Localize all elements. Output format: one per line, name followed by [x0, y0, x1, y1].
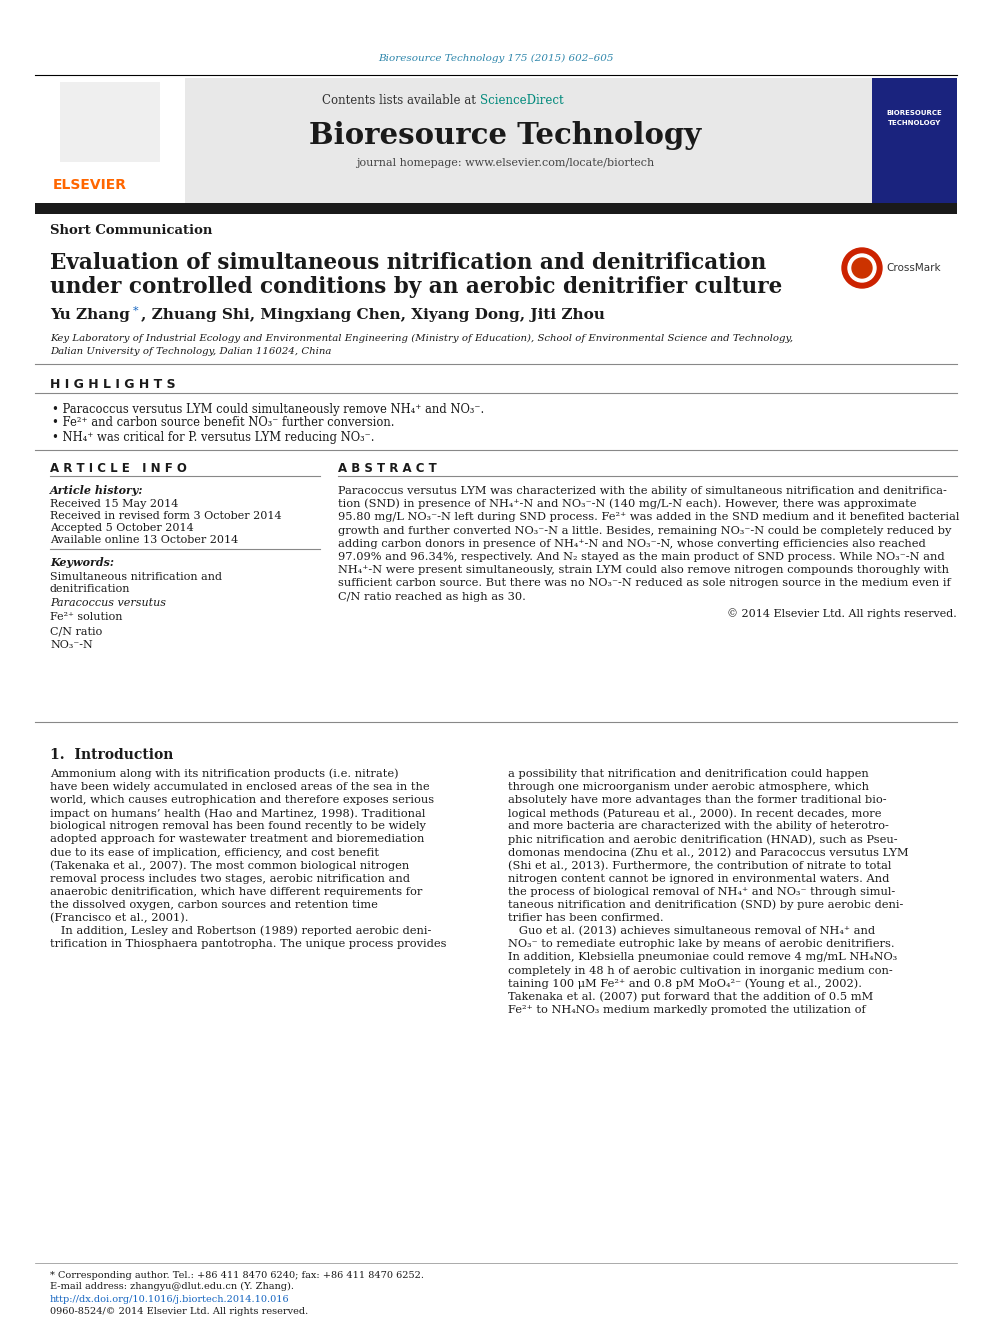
Text: adding carbon donors in presence of NH₄⁺-N and NO₃⁻-N, whose converting efficien: adding carbon donors in presence of NH₄⁺…	[338, 538, 926, 549]
Text: anaerobic denitrification, which have different requirements for: anaerobic denitrification, which have di…	[50, 886, 423, 897]
Text: Guo et al. (2013) achieves simultaneous removal of NH₄⁺ and: Guo et al. (2013) achieves simultaneous …	[508, 926, 875, 937]
Text: Accepted 5 October 2014: Accepted 5 October 2014	[50, 523, 193, 533]
Text: NO₃⁻ to remediate eutrophic lake by means of aerobic denitrifiers.: NO₃⁻ to remediate eutrophic lake by mean…	[508, 939, 895, 950]
Text: Bioresource Technology 175 (2015) 602–605: Bioresource Technology 175 (2015) 602–60…	[378, 53, 614, 62]
Bar	[35, 202, 957, 214]
Text: growth and further converted NO₃⁻-N a little. Besides, remaining NO₃⁻-N could be: growth and further converted NO₃⁻-N a li…	[338, 525, 951, 536]
Text: CrossMark: CrossMark	[886, 263, 940, 273]
Text: adopted approach for wastewater treatment and bioremediation: adopted approach for wastewater treatmen…	[50, 835, 425, 844]
Text: 0960-8524/© 2014 Elsevier Ltd. All rights reserved.: 0960-8524/© 2014 Elsevier Ltd. All right…	[50, 1307, 309, 1316]
Text: a possibility that nitrification and denitrification could happen: a possibility that nitrification and den…	[508, 769, 869, 779]
Text: A B S T R A C T: A B S T R A C T	[338, 463, 436, 475]
Text: Fe²⁺ to NH₄NO₃ medium markedly promoted the utilization of: Fe²⁺ to NH₄NO₃ medium markedly promoted …	[508, 1004, 866, 1015]
Text: Contents lists available at: Contents lists available at	[322, 94, 480, 106]
Text: E-mail address: zhangyu@dlut.edu.cn (Y. Zhang).: E-mail address: zhangyu@dlut.edu.cn (Y. …	[50, 1282, 294, 1290]
Text: completely in 48 h of aerobic cultivation in inorganic medium con-: completely in 48 h of aerobic cultivatio…	[508, 966, 893, 975]
Text: A R T I C L E   I N F O: A R T I C L E I N F O	[50, 463, 186, 475]
Bar	[60, 82, 160, 161]
Text: nitrogen content cannot be ignored in environmental waters. And: nitrogen content cannot be ignored in en…	[508, 873, 890, 884]
Text: *: *	[133, 306, 139, 316]
Text: under controlled conditions by an aerobic denitrifier culture: under controlled conditions by an aerobi…	[50, 277, 783, 298]
Text: the dissolved oxygen, carbon sources and retention time: the dissolved oxygen, carbon sources and…	[50, 900, 378, 910]
Text: NO₃⁻-N: NO₃⁻-N	[50, 640, 92, 650]
Circle shape	[852, 258, 872, 278]
Text: Evaluation of simultaneous nitrification and denitrification: Evaluation of simultaneous nitrification…	[50, 251, 766, 274]
Text: ELSEVIER: ELSEVIER	[53, 179, 127, 192]
Text: Article history:: Article history:	[50, 486, 144, 496]
Text: phic nitrification and aerobic denitrification (HNAD), such as Pseu-: phic nitrification and aerobic denitrifi…	[508, 835, 898, 845]
Text: taining 100 μM Fe²⁺ and 0.8 pM MoO₄²⁻ (Young et al., 2002).: taining 100 μM Fe²⁺ and 0.8 pM MoO₄²⁻ (Y…	[508, 978, 862, 988]
Text: C/N ratio: C/N ratio	[50, 626, 102, 636]
Text: domonas mendocina (Zhu et al., 2012) and Paracoccus versutus LYM: domonas mendocina (Zhu et al., 2012) and…	[508, 848, 909, 857]
Circle shape	[848, 254, 876, 282]
Text: C/N ratio reached as high as 30.: C/N ratio reached as high as 30.	[338, 591, 526, 602]
Text: Key Laboratory of Industrial Ecology and Environmental Engineering (Ministry of : Key Laboratory of Industrial Ecology and…	[50, 333, 794, 343]
Text: BIORESOURCE: BIORESOURCE	[886, 110, 941, 116]
Text: In addition, Lesley and Robertson (1989) reported aerobic deni-: In addition, Lesley and Robertson (1989)…	[50, 926, 432, 937]
Text: and more bacteria are characterized with the ability of heterotro-: and more bacteria are characterized with…	[508, 822, 889, 831]
Text: http://dx.doi.org/10.1016/j.biortech.2014.10.016: http://dx.doi.org/10.1016/j.biortech.201…	[50, 1295, 290, 1304]
Text: Received in revised form 3 October 2014: Received in revised form 3 October 2014	[50, 511, 282, 521]
Text: , Zhuang Shi, Mingxiang Chen, Xiyang Dong, Jiti Zhou: , Zhuang Shi, Mingxiang Chen, Xiyang Don…	[141, 308, 605, 321]
Text: Paracoccus versutus: Paracoccus versutus	[50, 598, 166, 609]
Text: absolutely have more advantages than the former traditional bio-: absolutely have more advantages than the…	[508, 795, 887, 806]
Text: NH₄⁺-N were present simultaneously, strain LYM could also remove nitrogen compou: NH₄⁺-N were present simultaneously, stra…	[338, 565, 949, 576]
Text: ScienceDirect: ScienceDirect	[480, 94, 563, 106]
Text: 95.80 mg/L NO₃⁻-N left during SND process. Fe²⁺ was added in the SND medium and : 95.80 mg/L NO₃⁻-N left during SND proces…	[338, 512, 959, 523]
Bar	[35, 78, 185, 202]
Text: tion (SND) in presence of NH₄⁺-N and NO₃⁻-N (140 mg/L-N each). However, there wa: tion (SND) in presence of NH₄⁺-N and NO₃…	[338, 499, 917, 509]
Text: In addition, Klebsiella pneumoniae could remove 4 mg/mL NH₄NO₃: In addition, Klebsiella pneumoniae could…	[508, 953, 897, 962]
Text: (Shi et al., 2013). Furthermore, the contribution of nitrate to total: (Shi et al., 2013). Furthermore, the con…	[508, 860, 892, 871]
Text: • NH₄⁺ was critical for P. versutus LYM reducing NO₃⁻.: • NH₄⁺ was critical for P. versutus LYM …	[52, 430, 375, 443]
Text: have been widely accumulated in enclosed areas of the sea in the: have been widely accumulated in enclosed…	[50, 782, 430, 792]
Text: Paracoccus versutus LYM was characterized with the ability of simultaneous nitri: Paracoccus versutus LYM was characterize…	[338, 486, 947, 496]
Text: journal homepage: www.elsevier.com/locate/biortech: journal homepage: www.elsevier.com/locat…	[356, 157, 654, 168]
Text: trifier has been confirmed.: trifier has been confirmed.	[508, 913, 664, 923]
Text: Short Communication: Short Communication	[50, 224, 212, 237]
Text: impact on humans’ health (Hao and Martinez, 1998). Traditional: impact on humans’ health (Hao and Martin…	[50, 808, 426, 819]
Text: Dalian University of Technology, Dalian 116024, China: Dalian University of Technology, Dalian …	[50, 347, 331, 356]
Text: due to its ease of implication, efficiency, and cost benefit: due to its ease of implication, efficien…	[50, 848, 379, 857]
Text: * Corresponding author. Tel.: +86 411 8470 6240; fax: +86 411 8470 6252.: * Corresponding author. Tel.: +86 411 84…	[50, 1270, 424, 1279]
Text: Keywords:: Keywords:	[50, 557, 114, 569]
Text: Fe²⁺ solution: Fe²⁺ solution	[50, 613, 122, 622]
Text: Takenaka et al. (2007) put forward that the addition of 0.5 mM: Takenaka et al. (2007) put forward that …	[508, 991, 873, 1002]
Text: Available online 13 October 2014: Available online 13 October 2014	[50, 534, 238, 545]
Text: through one microorganism under aerobic atmosphere, which: through one microorganism under aerobic …	[508, 782, 869, 792]
Circle shape	[842, 247, 882, 288]
Text: biological nitrogen removal has been found recently to be widely: biological nitrogen removal has been fou…	[50, 822, 426, 831]
Text: logical methods (Patureau et al., 2000). In recent decades, more: logical methods (Patureau et al., 2000).…	[508, 808, 882, 819]
Bar	[35, 78, 957, 202]
Text: trification in Thiosphaera pantotropha. The unique process provides: trification in Thiosphaera pantotropha. …	[50, 939, 446, 950]
Text: Ammonium along with its nitrification products (i.e. nitrate): Ammonium along with its nitrification pr…	[50, 769, 399, 779]
Text: © 2014 Elsevier Ltd. All rights reserved.: © 2014 Elsevier Ltd. All rights reserved…	[727, 609, 957, 619]
Text: H I G H L I G H T S: H I G H L I G H T S	[50, 378, 176, 392]
Text: (Francisco et al., 2001).: (Francisco et al., 2001).	[50, 913, 188, 923]
Bar	[872, 78, 957, 202]
Text: Simultaneous nitrification and: Simultaneous nitrification and	[50, 572, 222, 582]
Text: taneous nitrification and denitrification (SND) by pure aerobic deni-: taneous nitrification and denitrificatio…	[508, 900, 904, 910]
Text: TECHNOLOGY: TECHNOLOGY	[888, 120, 940, 126]
Text: sufficient carbon source. But there was no NO₃⁻-N reduced as sole nitrogen sourc: sufficient carbon source. But there was …	[338, 578, 950, 589]
Text: world, which causes eutrophication and therefore exposes serious: world, which causes eutrophication and t…	[50, 795, 434, 806]
Text: the process of biological removal of NH₄⁺ and NO₃⁻ through simul-: the process of biological removal of NH₄…	[508, 886, 895, 897]
Text: 97.09% and 96.34%, respectively. And N₂ stayed as the main product of SND proces: 97.09% and 96.34%, respectively. And N₂ …	[338, 552, 944, 562]
Text: (Takenaka et al., 2007). The most common biological nitrogen: (Takenaka et al., 2007). The most common…	[50, 860, 410, 871]
Text: Yu Zhang: Yu Zhang	[50, 308, 135, 321]
Text: • Fe²⁺ and carbon source benefit NO₃⁻ further conversion.: • Fe²⁺ and carbon source benefit NO₃⁻ fu…	[52, 417, 395, 430]
Text: removal process includes two stages, aerobic nitrification and: removal process includes two stages, aer…	[50, 873, 410, 884]
Text: Received 15 May 2014: Received 15 May 2014	[50, 499, 179, 509]
Text: 1.  Introduction: 1. Introduction	[50, 747, 174, 762]
Text: denitrification: denitrification	[50, 583, 131, 594]
Text: Bioresource Technology: Bioresource Technology	[309, 120, 701, 149]
Text: • Paracoccus versutus LYM could simultaneously remove NH₄⁺ and NO₃⁻.: • Paracoccus versutus LYM could simultan…	[52, 402, 484, 415]
